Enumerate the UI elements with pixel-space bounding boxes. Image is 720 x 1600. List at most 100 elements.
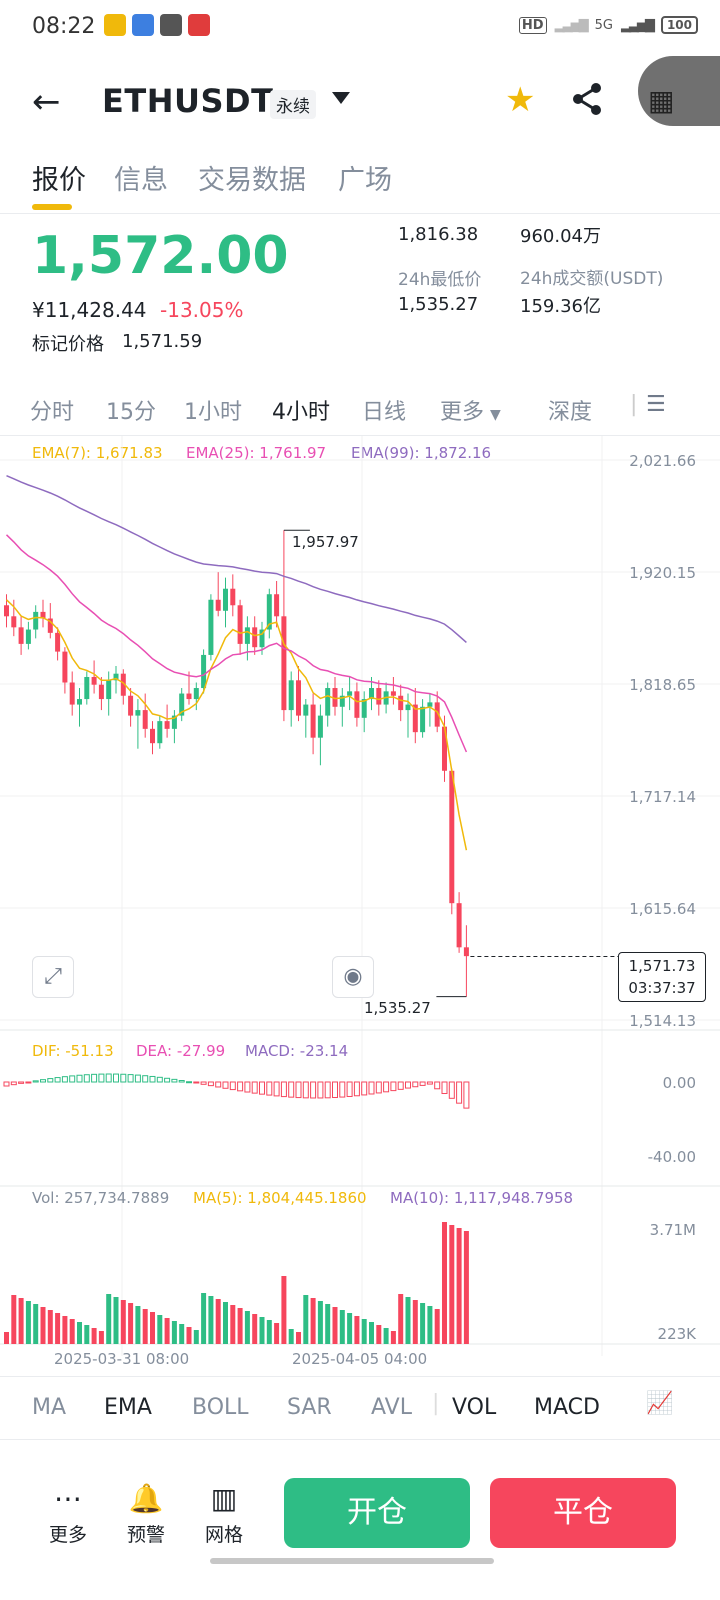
volume-bar <box>40 1307 46 1344</box>
macd-bar <box>186 1081 192 1084</box>
macd-bar <box>113 1073 119 1083</box>
macd-bar <box>91 1073 98 1083</box>
volume-bar <box>369 1322 374 1344</box>
volume-bar <box>62 1316 68 1344</box>
tab-trading-data[interactable]: 交易数据 <box>198 165 306 196</box>
low-annotation: 1,535.27 <box>364 999 431 1017</box>
volume-bar <box>11 1295 17 1344</box>
alert-button[interactable]: 🔔 预警 <box>116 1482 176 1547</box>
cny-price: ¥11,428.44 <box>32 298 147 322</box>
macd-bar <box>237 1081 244 1092</box>
vol-ma10-legend: MA(10): 1,117,948.7958 <box>390 1189 574 1207</box>
indicator-vol[interactable]: VOL <box>452 1395 497 1420</box>
chart-settings-icon[interactable]: ☰ <box>646 392 666 417</box>
price-axis-label: 1,615.64 <box>629 900 696 918</box>
macd-axis-label: 0.00 <box>662 1074 696 1092</box>
grid-trading-button[interactable]: ▥ 网格 <box>194 1482 254 1547</box>
macd-bar <box>310 1081 317 1099</box>
macd-bar <box>419 1081 426 1086</box>
candle <box>113 673 119 681</box>
back-arrow-icon[interactable]: ← <box>32 82 61 122</box>
close-position-button[interactable]: 平仓 <box>490 1478 676 1548</box>
time-axis-label: 2025-03-31 08:00 <box>54 1350 190 1368</box>
macd-bar <box>441 1081 448 1095</box>
status-bar: 08:22 HD ▂▃▅▇ 5G ▂▃▅▇ 100 <box>0 0 720 56</box>
high-annotation: 1,957.97 <box>292 533 359 551</box>
candle <box>463 947 469 957</box>
divider: | <box>630 392 638 417</box>
volume-bar <box>332 1307 338 1344</box>
volume-bar <box>171 1321 177 1344</box>
tf-15m[interactable]: 15分 <box>106 400 156 425</box>
volume-bar <box>186 1327 192 1344</box>
ema7-line <box>5 599 468 851</box>
volume-bar <box>420 1303 426 1344</box>
candle <box>332 688 338 707</box>
volume-bar <box>128 1303 134 1344</box>
volume-bar <box>347 1313 353 1344</box>
indicator-ema[interactable]: EMA <box>104 1395 152 1420</box>
macd-bar <box>273 1081 280 1097</box>
indicator-boll[interactable]: BOLL <box>192 1395 249 1420</box>
grid-chart-icon: ▥ <box>210 1482 238 1515</box>
tf-more[interactable]: 更多 ▼ <box>440 394 501 426</box>
macd-bar <box>332 1081 338 1099</box>
tf-depth[interactable]: 深度 <box>548 400 593 425</box>
candle <box>215 599 221 611</box>
candle <box>55 632 61 652</box>
kline-chart[interactable] <box>0 436 720 1376</box>
volume-bar <box>252 1314 258 1344</box>
macd-axis-label: -40.00 <box>647 1148 696 1166</box>
candle <box>120 673 126 696</box>
candle <box>186 693 192 700</box>
volume-bar <box>179 1324 185 1344</box>
alert-label: 预警 <box>126 1524 165 1546</box>
tab-info[interactable]: 信息 <box>114 165 168 196</box>
candle <box>405 704 411 711</box>
candle <box>69 682 75 705</box>
volume-bar <box>281 1276 287 1344</box>
fullscreen-expand-icon[interactable]: ⤢ <box>32 956 74 998</box>
more-button[interactable]: ⋯ 更多 <box>38 1482 98 1547</box>
macd-bar <box>98 1073 105 1083</box>
tf-1d[interactable]: 日线 <box>362 400 407 425</box>
symbol-dropdown-icon[interactable] <box>332 92 350 104</box>
indicator-macd[interactable]: MACD <box>534 1395 600 1420</box>
bottom-action-bar: ⋯ 更多 🔔 预警 ▥ 网格 开仓 平仓 <box>0 1460 720 1600</box>
candle <box>310 704 316 738</box>
volume-bar <box>113 1297 119 1344</box>
floating-menu-button[interactable]: ▦ <box>638 56 720 126</box>
tf-time[interactable]: 分时 <box>30 400 75 425</box>
indicator-avl[interactable]: AVL <box>371 1395 412 1420</box>
volume-bar <box>288 1329 294 1344</box>
tab-quote[interactable]: 报价 <box>32 165 86 196</box>
symbol-title[interactable]: ETHUSDT <box>102 82 274 120</box>
candle <box>98 684 104 700</box>
tf-1h[interactable]: 1小时 <box>184 400 242 425</box>
favorite-star-icon[interactable]: ★ <box>505 80 536 120</box>
share-icon[interactable] <box>572 82 604 124</box>
indicator-ma[interactable]: MA <box>32 1395 67 1420</box>
macd-bar <box>54 1077 61 1083</box>
macd-bar <box>397 1081 404 1090</box>
tab-square[interactable]: 广场 <box>338 165 392 196</box>
candle <box>135 710 141 716</box>
tf-4h[interactable]: 4小时 <box>272 400 330 425</box>
candle <box>266 594 272 630</box>
macd-bar <box>434 1081 441 1090</box>
candle <box>171 715 177 729</box>
open-position-button[interactable]: 开仓 <box>284 1478 470 1548</box>
volume-bar <box>4 1332 9 1344</box>
macd-bar <box>288 1081 295 1098</box>
eye-icon[interactable]: ◉ <box>332 956 374 998</box>
macd-bar <box>463 1081 470 1109</box>
turnover-24h-label: 24h成交额(USDT) <box>520 269 664 289</box>
volume-bar <box>215 1299 221 1344</box>
macd-bar <box>390 1081 397 1092</box>
low-24h-value: 1,535.27 <box>398 294 479 315</box>
ema99-line <box>6 475 467 643</box>
indicator-settings-icon[interactable]: 📈 <box>646 1391 674 1416</box>
candle <box>442 726 447 771</box>
macd-bar <box>426 1081 433 1085</box>
indicator-sar[interactable]: SAR <box>287 1395 332 1420</box>
